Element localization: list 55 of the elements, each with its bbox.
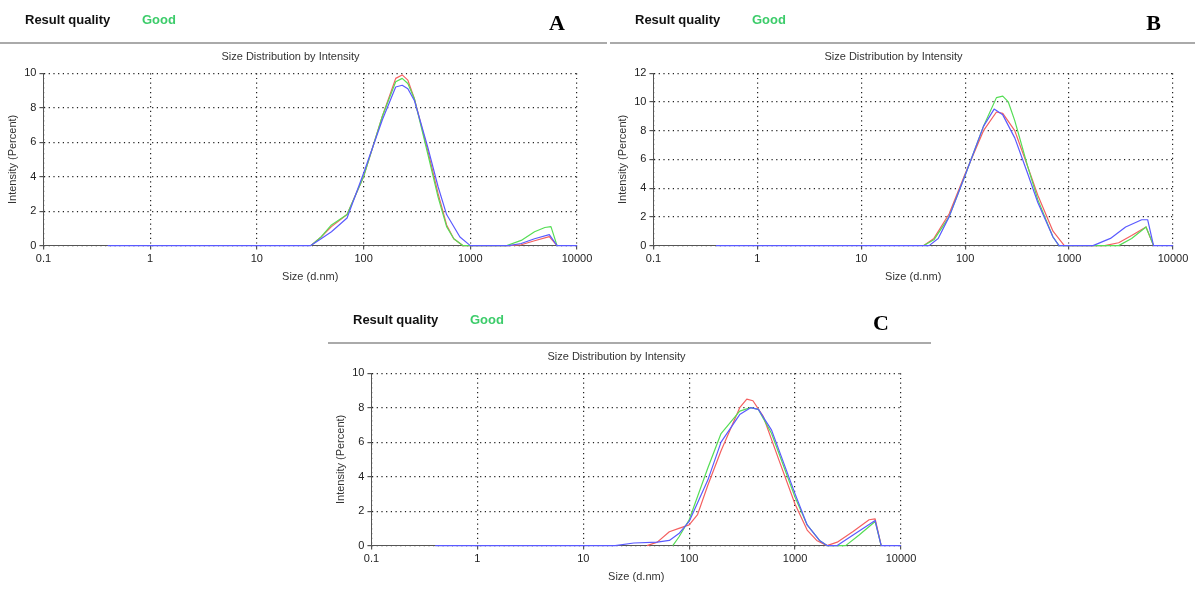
y-tick-label: 12 [634, 66, 647, 79]
y-tick-label: 4 [640, 181, 647, 194]
x-tick-label: 100 [955, 252, 975, 265]
y-tick-label: 6 [640, 152, 647, 165]
y-tick-label: 0 [358, 538, 365, 551]
y-tick-label: 4 [30, 169, 37, 182]
x-tick-label: 10000 [1157, 252, 1189, 265]
x-tick-label: 1 [474, 552, 481, 565]
x-axis-title: Size (d.nm) [282, 270, 339, 283]
x-axis-title: Size (d.nm) [608, 570, 665, 583]
y-tick-label: 0 [640, 238, 647, 251]
text: Good [470, 312, 504, 327]
x-tick-label: 1000 [458, 252, 483, 265]
x-tick-label: 0.1 [645, 252, 662, 265]
x-tick-label: 10 [577, 552, 590, 565]
x-tick-label: 100 [354, 252, 373, 265]
x-tick-label: 1 [147, 252, 154, 265]
y-axis-title: Intensity (Percent) [333, 414, 346, 505]
y-tick-label: 10 [352, 366, 365, 379]
chart-title: Size Distribution by Intensity [221, 49, 361, 62]
text: Result quality [635, 12, 721, 27]
text: C [873, 310, 889, 336]
x-tick-label: 100 [679, 552, 699, 565]
y-tick-label: 8 [30, 100, 37, 113]
y-tick-label: 10 [634, 94, 647, 107]
x-tick-label: 1000 [1056, 252, 1082, 265]
x-tick-label: 0.1 [363, 552, 380, 565]
y-axis-title: Intensity (Percent) [5, 114, 18, 205]
text: Result quality [25, 12, 111, 27]
y-tick-label: 6 [30, 135, 37, 148]
text: Result quality [353, 312, 439, 327]
x-tick-label: 10000 [885, 552, 917, 565]
y-tick-label: 2 [640, 209, 647, 222]
x-tick-label: 10000 [561, 252, 593, 265]
text: B [1146, 10, 1161, 36]
x-tick-label: 10 [855, 252, 868, 265]
y-tick-label: 8 [640, 123, 647, 136]
x-tick-label: 1 [754, 252, 761, 265]
text: Good [142, 12, 176, 27]
x-tick-label: 0.1 [35, 252, 52, 265]
y-tick-label: 0 [30, 238, 37, 251]
y-tick-label: 2 [30, 204, 37, 217]
y-tick-label: 6 [358, 435, 365, 448]
chart-title: Size Distribution by Intensity [824, 49, 964, 62]
text: Good [752, 12, 786, 27]
x-tick-label: 10 [250, 252, 263, 265]
chart-title: Size Distribution by Intensity [547, 349, 687, 362]
y-tick-label: 4 [358, 469, 365, 482]
y-tick-label: 10 [24, 66, 37, 79]
y-tick-label: 8 [358, 400, 365, 413]
y-tick-label: 2 [358, 504, 365, 517]
x-tick-label: 1000 [782, 552, 808, 565]
x-axis-title: Size (d.nm) [885, 270, 942, 283]
y-axis-title: Intensity (Percent) [615, 114, 628, 205]
text: A [549, 10, 565, 36]
